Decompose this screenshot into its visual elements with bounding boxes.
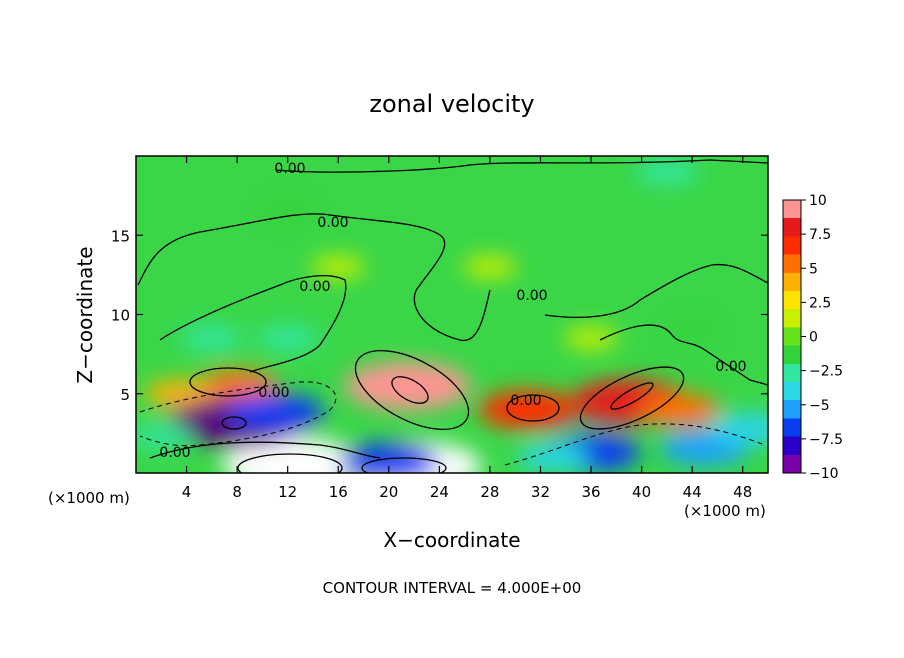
colorbar-ticks: 10 7.5 5 2.5 0 −2.5 −5 −7.5 −10 [801,193,843,482]
contour-blob-left [189,367,267,397]
velocity-field [136,159,768,473]
field-feature [665,319,720,342]
x-tick-label: 12 [278,483,297,501]
field-feature [462,255,517,279]
field-feature [256,325,320,352]
contour-right [544,263,768,318]
contour-low [149,441,381,459]
field-feature [196,369,278,402]
x-unit-left: (×1000 m) [48,489,130,507]
x-axis-ticks: 4 8 12 16 20 24 28 32 36 40 44 48 [182,156,752,501]
field-feature [517,442,590,472]
contour-bottom-1 [237,453,343,473]
field-feature [144,379,217,409]
contour-label: 0.00 [317,215,348,231]
contour-dashed-2 [504,423,766,466]
colorbar-tick-label: 0 [809,330,818,346]
colorbar-tick-label: 2.5 [809,295,831,311]
field-feature [708,412,768,445]
contour-red-3 [506,394,560,422]
contour-purple [221,416,247,430]
contour-label: 0.00 [159,445,190,461]
field-feature [635,159,699,185]
x-tick-label: 8 [232,483,242,501]
x-tick-label: 36 [581,483,600,501]
x-tick-label: 20 [379,483,398,501]
contour-label: 0.00 [299,279,330,295]
contour-red-1 [354,349,470,431]
colorbar-tick-label: −5 [809,398,830,414]
field-feature [564,327,619,350]
y-tick-label: 10 [111,307,130,325]
x-axis-label: X−coordinate [383,528,520,552]
colorbar-tick-label: −10 [809,466,839,482]
contour-red-2-core [610,382,654,410]
zero-contours [137,159,768,473]
colorbar-tick-label: −7.5 [809,432,843,448]
x-tick-label: 4 [182,483,192,501]
contour-red-2 [579,366,685,430]
contour-mid [159,275,347,373]
y-axis-label: Z−coordinate [73,246,97,383]
x-tick-label: 16 [329,483,348,501]
colorbar-tick-label: 5 [809,261,818,277]
field-feature [260,200,315,223]
colorbar-fill [782,199,802,474]
contour-label: 0.00 [516,288,547,304]
field-feature [180,325,244,352]
contour-interval-label: CONTOUR INTERVAL = 4.000E+00 [323,579,582,597]
y-axis-ticks: 5 10 15 [111,227,768,404]
y-tick-label: 15 [111,227,130,245]
dashed-contours [139,381,766,466]
x-tick-label: 24 [430,483,449,501]
colorbar-tick-label: 7.5 [809,227,831,243]
x-tick-label: 28 [480,483,499,501]
field-feature [344,361,471,410]
x-tick-label: 40 [632,483,651,501]
contour-lower-right [599,324,768,386]
contour-label: 0.00 [274,161,305,177]
x-tick-label: 44 [683,483,702,501]
colorbar: 10 7.5 5 2.5 0 −2.5 −5 −7.5 −10 [782,193,843,482]
field-feature [639,393,721,426]
contour-label: 0.00 [510,393,541,409]
field-feature [136,423,193,450]
plot-area: 0.00 0.00 0.00 0.00 0.00 0.00 0.00 0.00 [136,156,768,473]
field-feature [311,255,366,279]
colorbar-tick-label: 10 [809,193,827,209]
x-unit-right: (×1000 m) [684,502,766,520]
field-feature [339,442,439,473]
contour-dashed-1 [139,381,337,447]
colorbar-tick-label: −2.5 [809,364,843,380]
x-tick-label: 32 [531,483,550,501]
contour-red-1-core [391,376,429,404]
contour-bottom-2 [361,457,447,473]
contour-label: 0.00 [258,385,289,401]
x-tick-label: 48 [733,483,752,501]
field-feature [225,393,325,432]
contour-top [275,159,768,173]
contour-label: 0.00 [715,359,746,375]
y-tick-label: 5 [120,386,130,404]
contour-upper [137,213,491,341]
chart-title: zonal velocity [369,90,534,118]
contour-labels: 0.00 0.00 0.00 0.00 0.00 0.00 0.00 0.00 [159,161,746,461]
